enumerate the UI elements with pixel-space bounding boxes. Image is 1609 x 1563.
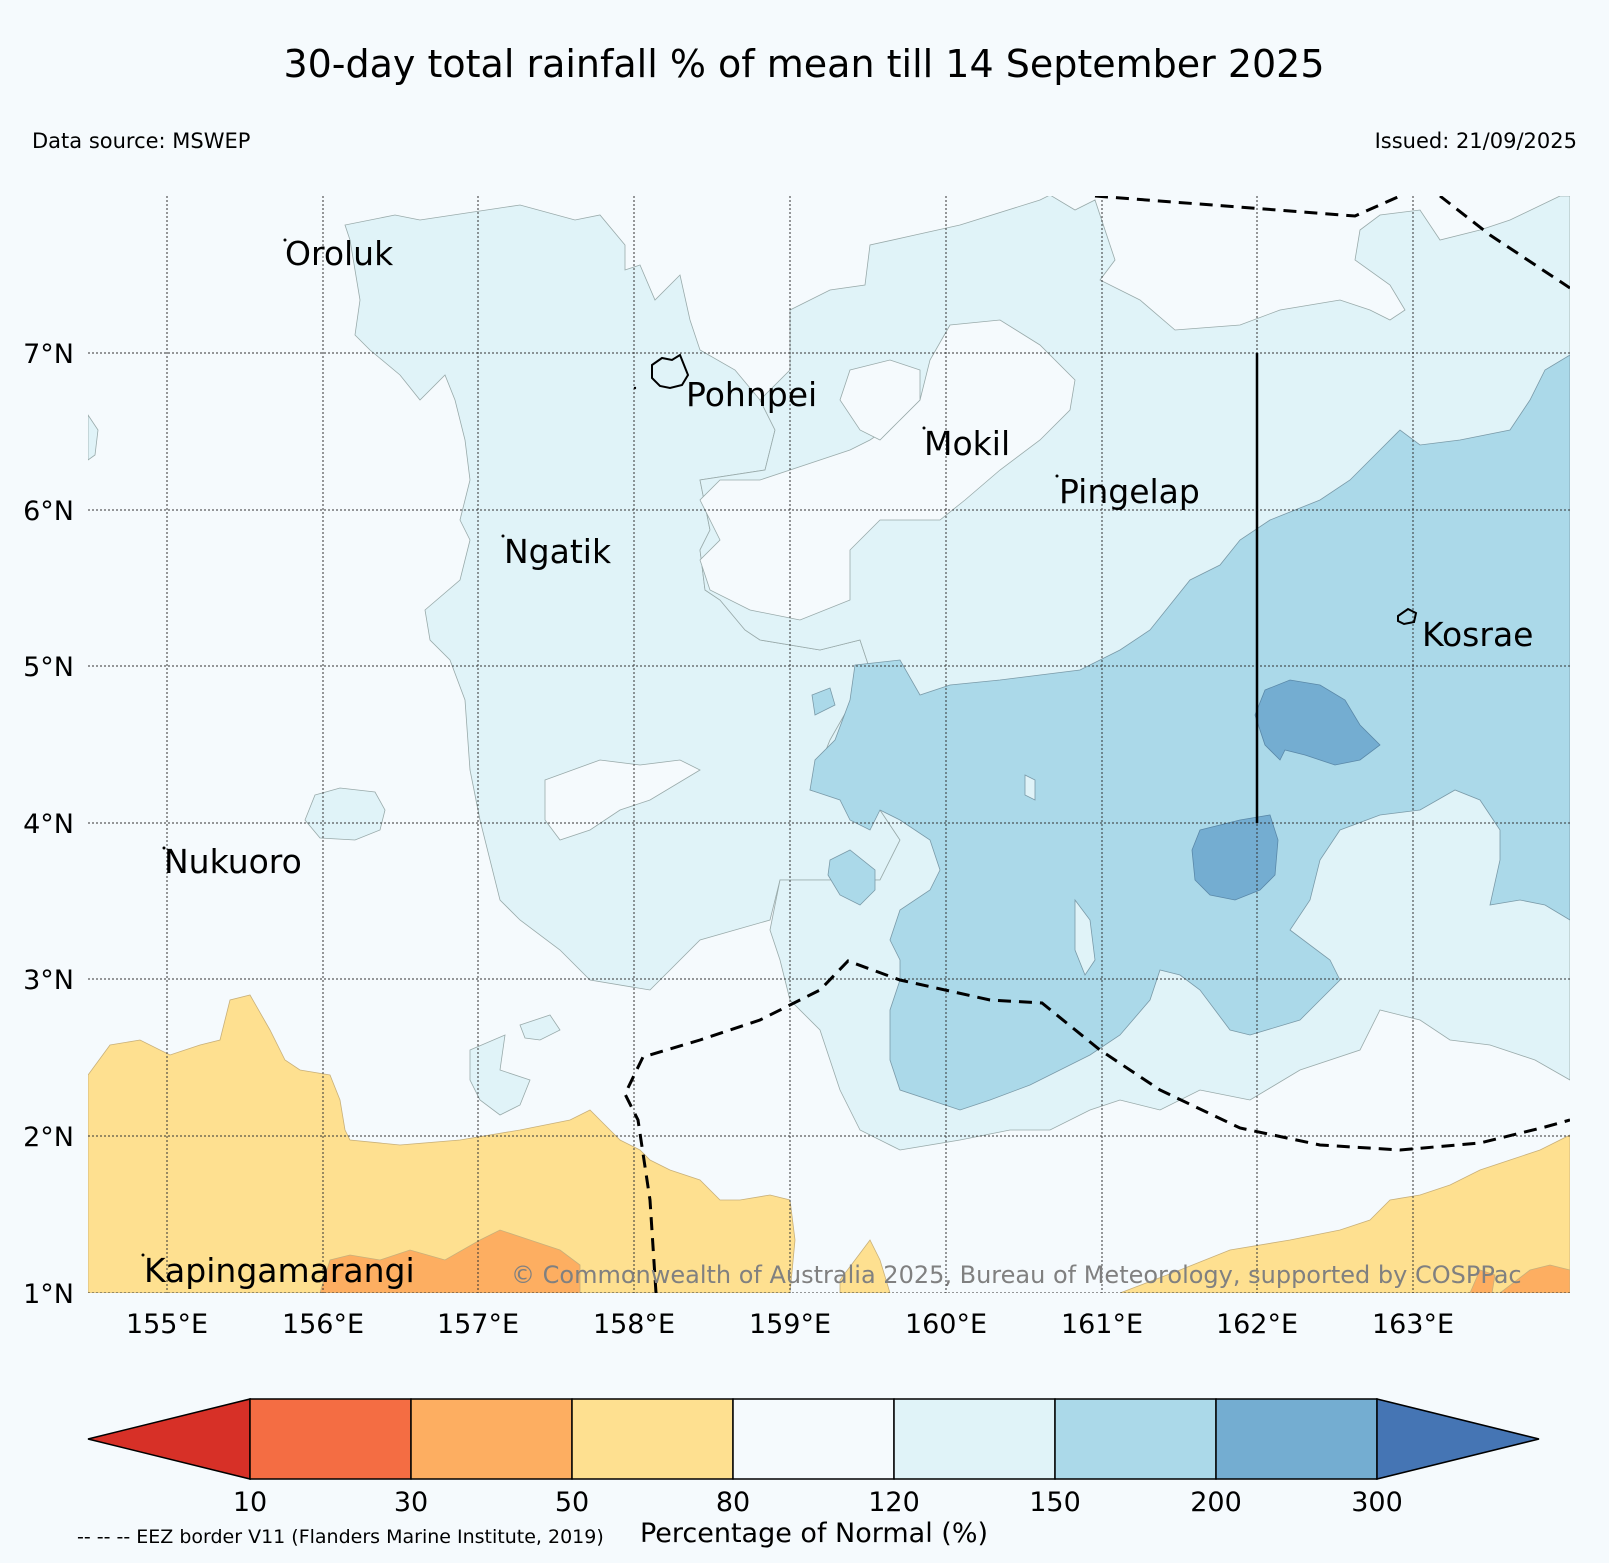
colorbar-tick-label: 30 xyxy=(394,1487,428,1518)
region-120-150-small2 xyxy=(469,1034,531,1116)
lon-label: 163°E xyxy=(1372,1309,1454,1340)
issued-date: Issued: 21/09/2025 xyxy=(1375,129,1577,153)
region-30-50-c xyxy=(1469,1269,1496,1293)
copyright-text: © Commonwealth of Australia 2025, Bureau… xyxy=(511,1261,1522,1289)
lon-label: 161°E xyxy=(1061,1309,1143,1340)
colorbar-segment xyxy=(732,1398,895,1480)
region-30-50-b xyxy=(1499,1264,1570,1293)
place-label-ngatik: Ngatik xyxy=(504,532,612,571)
colorbar-tick-label: 120 xyxy=(868,1487,920,1518)
place-label-pingelap: Pingelap xyxy=(1059,472,1200,511)
region-80-120-hole xyxy=(699,319,1076,621)
eez-border-northeast xyxy=(1439,196,1570,290)
lat-label: 4°N xyxy=(23,809,74,840)
colorbar-segment xyxy=(1054,1398,1217,1480)
lon-label: 160°E xyxy=(905,1309,987,1340)
kosrae-island-shape xyxy=(1397,607,1418,626)
lat-label: 1°N xyxy=(23,1279,74,1310)
region-120-150-small4 xyxy=(88,414,99,461)
place-label-oroluk: Oroluk xyxy=(285,234,394,273)
place-label-nukuoro: Nukuoro xyxy=(164,842,302,881)
lon-label: 155°E xyxy=(126,1309,208,1340)
region-50-80-c xyxy=(1119,1134,1570,1293)
latitude-labels: 7°N 6°N 5°N 4°N 3°N 2°N 1°N xyxy=(23,339,74,1310)
eez-border-south xyxy=(623,959,1570,1293)
region-150-200 xyxy=(809,354,1570,1111)
region-30-50 xyxy=(319,1229,581,1293)
colorbar-segment xyxy=(1215,1398,1378,1480)
map-area: Oroluk Pohnpei Mokil Pingelap Ngatik Kos… xyxy=(88,196,1570,1293)
colorbar-ticks: 10 30 50 80 120 150 200 300 xyxy=(233,1487,1403,1518)
colorbar-segment xyxy=(893,1398,1056,1480)
region-50-80 xyxy=(88,994,796,1293)
colorbar-tick-label: 200 xyxy=(1190,1487,1242,1518)
eez-note: -- -- -- EEZ border V11 (Flanders Marine… xyxy=(77,1526,604,1548)
colorbar-tick-label: 50 xyxy=(555,1487,589,1518)
lat-label: 2°N xyxy=(23,1122,74,1153)
colorbar xyxy=(87,1398,1540,1480)
place-label-kapingamarangi: Kapingamarangi xyxy=(144,1251,415,1290)
region-120-150-small xyxy=(304,787,386,841)
region-150-200-island2 xyxy=(811,687,836,716)
eez-border-north xyxy=(1094,196,1401,218)
colorbar-extend-high xyxy=(1376,1398,1540,1480)
colorbar-extend-low xyxy=(87,1398,251,1480)
colorbar-label: Percentage of Normal (%) xyxy=(640,1518,988,1549)
region-150-200-island xyxy=(827,849,876,906)
lon-label: 159°E xyxy=(749,1309,831,1340)
lon-label: 156°E xyxy=(282,1309,364,1340)
colorbar-tick-label: 80 xyxy=(716,1487,750,1518)
place-label-pohnpei: Pohnpei xyxy=(686,375,817,414)
region-50-80-b xyxy=(839,1239,891,1293)
colorbar-tick-label: 300 xyxy=(1351,1487,1403,1518)
place-label-kosrae: Kosrae xyxy=(1422,615,1533,654)
region-80-120-hole2 xyxy=(839,359,921,441)
lon-label: 162°E xyxy=(1216,1309,1298,1340)
lon-label: 158°E xyxy=(593,1309,675,1340)
lon-label: 157°E xyxy=(437,1309,519,1340)
eez-borders xyxy=(623,196,1570,1293)
region-120-150-hole xyxy=(1074,898,1096,976)
pohnpei-island-shape xyxy=(651,353,690,390)
longitude-labels: 155°E 156°E 157°E 158°E 159°E 160°E 161°… xyxy=(126,1309,1454,1340)
colorbar-segment xyxy=(410,1398,573,1480)
region-200-300-a xyxy=(1254,679,1381,766)
region-120-150-small3 xyxy=(519,1014,561,1041)
lat-label: 6°N xyxy=(23,496,74,527)
lat-label: 7°N xyxy=(23,339,74,370)
colorbar-tick-label: 150 xyxy=(1029,1487,1081,1518)
data-source: Data source: MSWEP xyxy=(32,129,250,153)
colorbar-tick-label: 10 xyxy=(233,1487,267,1518)
region-120-150-hole2 xyxy=(1024,774,1036,801)
region-80-120-hole3 xyxy=(544,759,701,841)
atoll-dots xyxy=(141,238,1059,1257)
lat-label: 5°N xyxy=(23,652,74,683)
colorbar-segment xyxy=(571,1398,734,1480)
lat-label: 3°N xyxy=(23,965,74,996)
map-title: 30-day total rainfall % of mean till 14 … xyxy=(283,42,1324,86)
place-label-mokil: Mokil xyxy=(924,424,1010,463)
colorbar-segment xyxy=(249,1398,412,1480)
